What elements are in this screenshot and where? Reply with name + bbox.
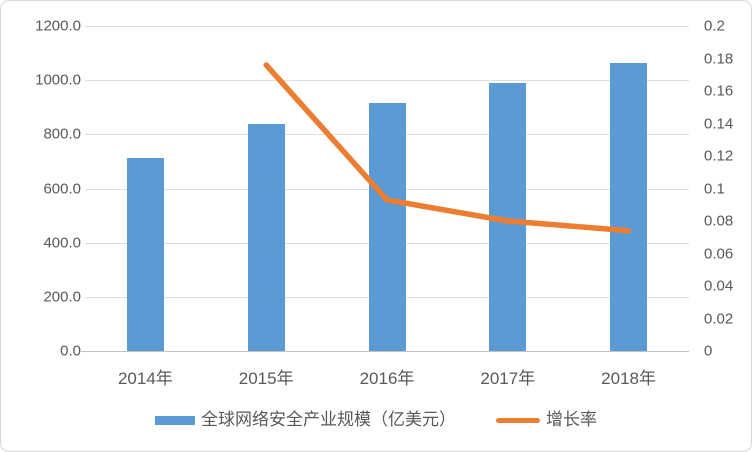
y-axis-tick-label: 600.0 xyxy=(43,180,81,197)
bar-2016年 xyxy=(368,102,406,351)
legend-item-bar-series: 全球网络安全产业规模（亿美元） xyxy=(155,409,456,431)
x-axis-tick-label: 2016年 xyxy=(359,369,415,388)
y2-axis-tick-label: 0.08 xyxy=(704,212,734,230)
y2-axis-tick-label: 0.06 xyxy=(704,245,734,262)
bar-2015年 xyxy=(247,123,285,351)
legend-item-line-series: 增长率 xyxy=(496,409,597,431)
x-axis-tick-label: 2018年 xyxy=(601,369,657,388)
y2-axis-tick-label: 0.2 xyxy=(704,17,725,35)
y-axis-tick-label: 1000.0 xyxy=(35,71,81,89)
x-axis-tick-label: 2014年 xyxy=(117,369,173,388)
y2-axis-tick-label: 0.12 xyxy=(704,147,734,165)
bar-2017年 xyxy=(489,82,527,351)
y-axis-tick-label: 1200.0 xyxy=(35,17,81,35)
y-axis-tick-label: 200.0 xyxy=(43,288,81,306)
line-series-swatch-icon xyxy=(496,417,540,423)
y2-axis-tick-label: 0.1 xyxy=(704,180,725,197)
y-axis-tick-label: 800.0 xyxy=(43,125,81,143)
x-axis-tick-label: 2017年 xyxy=(480,369,536,388)
bar-2014年 xyxy=(126,157,164,351)
y2-axis-tick-label: 0.04 xyxy=(704,277,734,295)
y-axis-tick-label: 0.0 xyxy=(60,342,81,360)
legend: 全球网络安全产业规模（亿美元） 增长率 xyxy=(1,409,751,431)
y2-axis-tick-label: 0.14 xyxy=(704,115,734,132)
gridline xyxy=(85,26,689,27)
x-axis-tick-label: 2015年 xyxy=(238,369,294,388)
bar-2018年 xyxy=(610,63,648,351)
growth-rate-line xyxy=(263,62,632,234)
y2-axis-tick-label: 0.18 xyxy=(704,50,734,67)
bar-series-label: 全球网络安全产业规模（亿美元） xyxy=(201,410,456,429)
gridline xyxy=(85,80,689,82)
y2-axis-tick-label: 0.16 xyxy=(704,82,734,100)
x-axis-line xyxy=(81,351,689,352)
line-series-label: 增长率 xyxy=(546,410,597,429)
bar-series-swatch-icon xyxy=(155,415,195,425)
y-axis-tick-label: 400.0 xyxy=(43,234,81,252)
y2-axis-tick-label: 0.02 xyxy=(704,310,734,327)
y2-axis-tick-label: 0 xyxy=(704,342,713,360)
